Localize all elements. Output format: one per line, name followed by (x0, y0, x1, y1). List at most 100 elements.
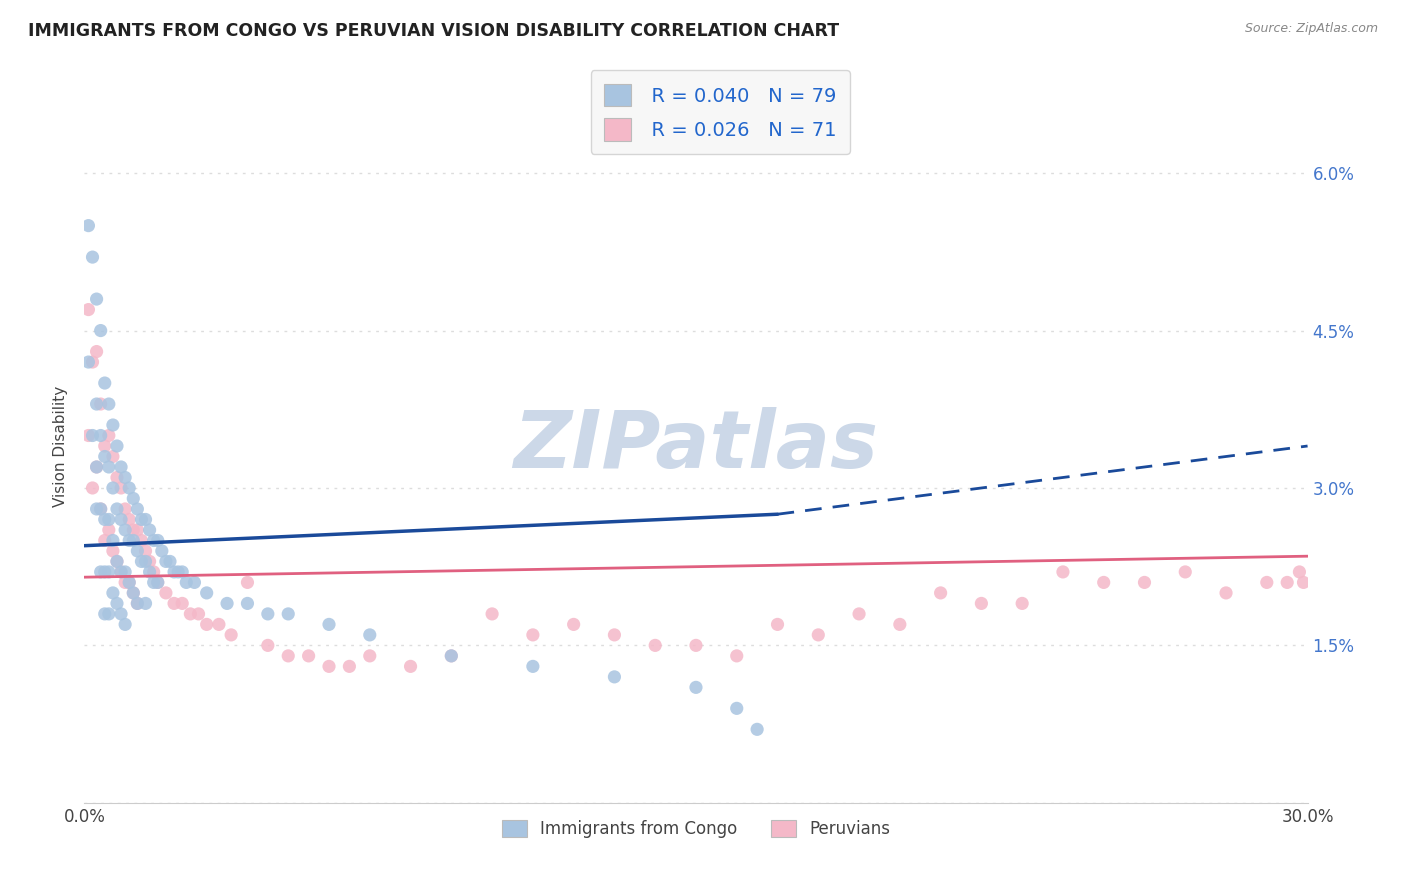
Point (146, 533, 169, 548)
Point (183, 575, 205, 590)
Point (219, 628, 242, 642)
Point (110, 565, 132, 579)
Point (105, 554, 128, 568)
Point (93, 512, 115, 526)
Point (118, 512, 141, 526)
Point (172, 565, 194, 579)
Point (685, 681, 707, 695)
Point (146, 575, 169, 590)
Point (1256, 575, 1278, 590)
Point (318, 659, 340, 673)
Point (77, 355, 100, 369)
Point (127, 523, 149, 537)
Point (90, 502, 112, 516)
Point (685, 639, 707, 653)
Point (114, 470, 136, 484)
Point (195, 617, 218, 632)
Point (1292, 575, 1315, 590)
Point (77, 428, 100, 442)
Point (93, 533, 115, 548)
Point (114, 617, 136, 632)
Point (90, 565, 112, 579)
Point (122, 586, 145, 600)
Point (105, 439, 128, 453)
Point (277, 648, 299, 663)
Point (101, 417, 124, 432)
Point (86, 460, 108, 475)
Point (82, 250, 104, 264)
Point (90, 324, 112, 338)
Point (77, 219, 100, 233)
Point (562, 617, 585, 632)
Point (97, 565, 120, 579)
Point (97, 523, 120, 537)
Point (101, 481, 124, 495)
Point (97, 607, 120, 621)
Point (118, 575, 141, 590)
Point (77, 302, 100, 317)
Point (1174, 565, 1197, 579)
Text: IMMIGRANTS FROM CONGO VS PERUVIAN VISION DISABILITY CORRELATION CHART: IMMIGRANTS FROM CONGO VS PERUVIAN VISION… (28, 22, 839, 40)
Point (105, 596, 128, 610)
Point (277, 607, 299, 621)
Point (359, 648, 381, 663)
Point (1011, 596, 1033, 610)
Point (970, 596, 993, 610)
Point (93, 439, 115, 453)
Point (1133, 575, 1156, 590)
Point (101, 533, 124, 548)
Point (208, 617, 231, 632)
Point (97, 397, 120, 411)
Point (603, 628, 626, 642)
Point (105, 502, 128, 516)
Point (399, 659, 422, 673)
Point (195, 586, 218, 600)
Point (146, 575, 169, 590)
Point (86, 460, 108, 475)
Point (644, 639, 666, 653)
Point (118, 481, 141, 495)
Point (747, 723, 769, 737)
Point (114, 523, 136, 537)
Point (122, 491, 145, 506)
Point (110, 512, 132, 526)
Point (167, 565, 190, 579)
Point (86, 344, 108, 359)
Point (359, 628, 381, 642)
Point (1277, 575, 1299, 590)
Point (127, 596, 149, 610)
Point (82, 355, 104, 369)
Point (105, 554, 128, 568)
Point (163, 565, 186, 579)
Point (236, 596, 259, 610)
Point (122, 533, 145, 548)
Point (138, 565, 160, 579)
Point (90, 397, 112, 411)
Point (1288, 565, 1310, 579)
Point (848, 607, 870, 621)
Point (522, 628, 544, 642)
Point (440, 648, 463, 663)
Point (105, 470, 128, 484)
Point (929, 586, 952, 600)
Point (114, 502, 136, 516)
Point (114, 575, 136, 590)
Point (481, 607, 503, 621)
Point (110, 565, 132, 579)
Point (179, 607, 201, 621)
Point (135, 512, 157, 526)
Point (766, 617, 789, 632)
Point (159, 554, 181, 568)
Point (82, 481, 104, 495)
Point (86, 397, 108, 411)
Point (725, 701, 748, 715)
Point (298, 648, 321, 663)
Point (118, 575, 141, 590)
Point (236, 575, 259, 590)
Point (118, 533, 141, 548)
Point (82, 428, 104, 442)
Point (127, 544, 149, 558)
Point (138, 554, 160, 568)
Point (1215, 586, 1237, 600)
Point (522, 659, 544, 673)
